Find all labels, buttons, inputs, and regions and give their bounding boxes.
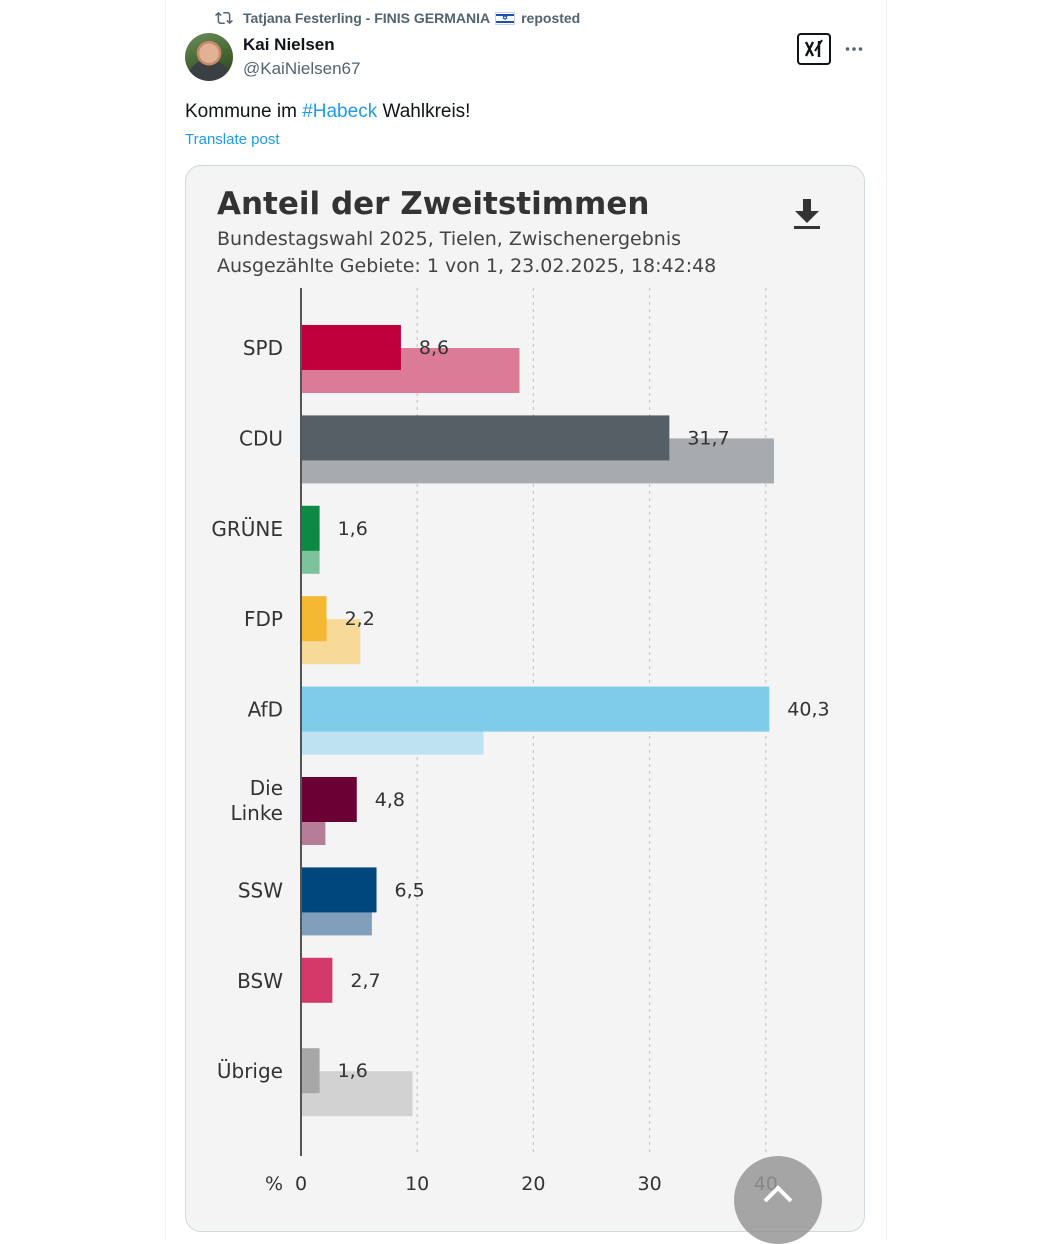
x-axis-unit: % <box>265 1173 283 1195</box>
post-text-before: Kommune im <box>185 101 303 122</box>
value-label: 40,3 <box>787 699 829 721</box>
repost-suffix: reposted <box>521 10 581 26</box>
post-text-after: Wahlkreis! <box>377 101 471 122</box>
category-label: SPD <box>243 336 283 360</box>
author-handle[interactable]: @KaiNielsen67 <box>243 59 361 78</box>
category-label: AfD <box>248 698 283 722</box>
category-label: Die <box>250 776 283 800</box>
x-tick-label: 30 <box>638 1173 662 1195</box>
value-label: 6,5 <box>395 879 425 901</box>
repost-user[interactable]: Tatjana Festerling - FINIS GERMANIA <box>243 10 491 26</box>
category-label: FDP <box>244 607 283 631</box>
bar-current-1 <box>301 415 670 461</box>
chart-image-card[interactable]: Anteil der Zweitstimmen Bundestagswahl 2… <box>185 165 865 1232</box>
value-label: 31,7 <box>687 427 729 449</box>
scroll-to-top-button[interactable] <box>734 1156 822 1244</box>
post-text: Kommune im #Habeck Wahlkreis! <box>185 100 470 124</box>
category-label: Übrige <box>217 1059 283 1083</box>
value-label: 1,6 <box>338 518 368 540</box>
value-label: 1,6 <box>338 1060 368 1082</box>
hashtag-link[interactable]: #Habeck <box>302 101 378 122</box>
category-label: GRÜNE <box>211 517 283 541</box>
bar-current-5 <box>301 777 357 822</box>
bar-chart: 8,6 SPD 31,7 CDU 1,6 GRÜNE 2,2 FDP 40,3 AfD 4,8 Die… <box>211 288 830 1195</box>
chevron-up-icon <box>763 1185 793 1203</box>
category-label: SSW <box>238 878 283 902</box>
value-label: 4,8 <box>375 789 405 811</box>
bar-current-2 <box>301 505 320 551</box>
chart-title: Anteil der Zweitstimmen <box>217 186 650 222</box>
category-label: Linke <box>230 801 283 825</box>
bar-current-7 <box>301 957 333 1003</box>
category-label: CDU <box>239 426 283 450</box>
download-icon[interactable] <box>792 197 822 231</box>
category-label: BSW <box>237 969 283 993</box>
x-tick-label: 20 <box>521 1173 545 1195</box>
repost-indicator[interactable]: Tatjana Festerling - FINIS GERMANIA ✡ re… <box>213 8 580 28</box>
israel-flag-icon: ✡ <box>495 11 516 25</box>
chart-subtitle: Bundestagswahl 2025, Tielen, Zwischenerg… <box>217 228 682 250</box>
bar-current-8 <box>301 1048 320 1094</box>
bar-current-3 <box>301 596 327 642</box>
translate-post-link[interactable]: Translate post <box>185 131 280 148</box>
bar-current-0 <box>301 325 401 370</box>
value-label: 8,6 <box>419 337 449 359</box>
value-label: 2,7 <box>350 970 380 992</box>
x-tick-label: 0 <box>295 1173 307 1195</box>
more-options-icon[interactable] <box>841 36 867 62</box>
grok-icon[interactable] <box>797 33 831 65</box>
value-label: 2,2 <box>345 608 375 630</box>
repost-icon <box>215 11 233 25</box>
bar-current-6 <box>301 867 377 913</box>
author-name[interactable]: Kai Nielsen <box>243 35 335 54</box>
x-tick-label: 10 <box>405 1173 429 1195</box>
chart-subtitle-status: Ausgezählte Gebiete: 1 von 1, 23.02.2025… <box>217 255 717 277</box>
bar-previous-8 <box>301 1071 413 1117</box>
avatar[interactable] <box>185 33 233 81</box>
bar-current-4 <box>301 686 770 732</box>
